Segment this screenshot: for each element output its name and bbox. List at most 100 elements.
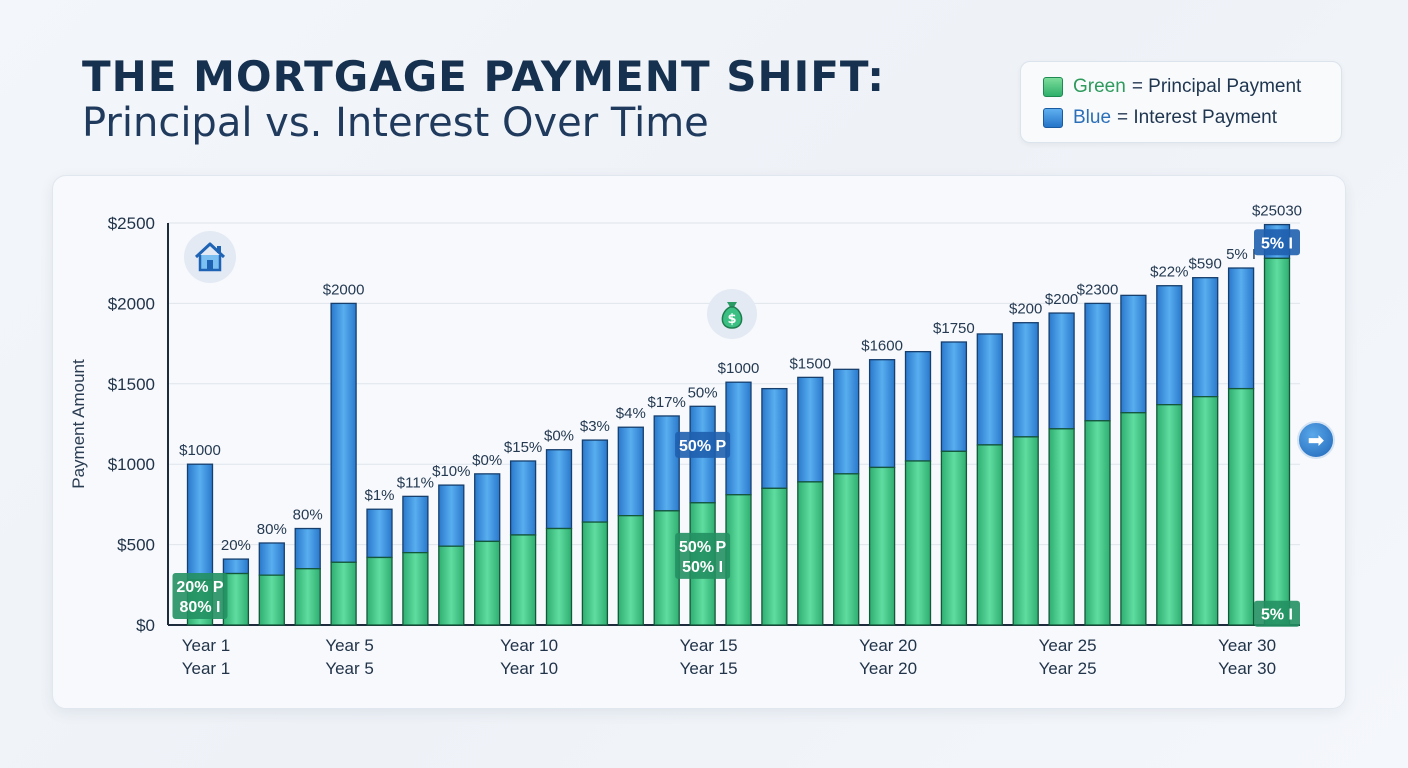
interest-bar bbox=[1227, 267, 1255, 390]
data-label: $1000 bbox=[718, 360, 760, 377]
interest-bar bbox=[186, 463, 214, 581]
interest-bar bbox=[509, 460, 537, 536]
data-label: $1% bbox=[364, 487, 394, 504]
principal-bar bbox=[1263, 257, 1291, 626]
interest-bar bbox=[1012, 322, 1039, 438]
principal-bar bbox=[581, 521, 609, 626]
interest-bar bbox=[474, 473, 501, 543]
inner-label-box bbox=[172, 573, 228, 620]
y-tick-label: $500 bbox=[117, 536, 155, 555]
data-label: $17% bbox=[648, 394, 686, 411]
interest-bar bbox=[797, 376, 824, 483]
principal-bar bbox=[402, 551, 429, 626]
interest-bar bbox=[294, 527, 321, 570]
inner-label: 5% I bbox=[1261, 607, 1293, 624]
interest-bar bbox=[940, 341, 968, 452]
interest-bar bbox=[1048, 312, 1075, 430]
data-label: 80% bbox=[257, 521, 287, 538]
interest-bar bbox=[976, 333, 1003, 446]
principal-bar bbox=[653, 510, 680, 626]
principal-bar bbox=[222, 572, 250, 626]
data-label: $1750 bbox=[933, 320, 975, 337]
data-label: $0% bbox=[472, 452, 502, 469]
interest-bar bbox=[868, 359, 896, 469]
inner-label-box bbox=[675, 431, 731, 458]
x-tick-label: Year 5 bbox=[325, 636, 374, 655]
data-label: $200 bbox=[1009, 301, 1042, 318]
house-icon bbox=[184, 231, 236, 283]
y-tick-label: $1000 bbox=[108, 455, 155, 474]
principal-bar bbox=[474, 540, 501, 626]
legend: Green = Principal Payment Blue = Interes… bbox=[1020, 61, 1342, 143]
interest-bar bbox=[581, 439, 609, 523]
principal-bar bbox=[438, 545, 465, 626]
inner-label-box bbox=[1254, 229, 1300, 256]
data-label: 80% bbox=[293, 507, 323, 524]
principal-bar bbox=[545, 527, 573, 626]
arrow-right-icon: ➡ bbox=[1307, 429, 1325, 452]
data-label: $22% bbox=[1150, 264, 1188, 281]
inner-label: 20% P bbox=[176, 579, 223, 596]
x-tick-label: Year 30 bbox=[1218, 659, 1276, 678]
data-label: 5% I bbox=[1226, 246, 1256, 263]
data-label: $11% bbox=[397, 474, 434, 491]
legend-blue-text: = Interest Payment bbox=[1117, 107, 1278, 128]
data-label: 50% bbox=[688, 384, 718, 401]
interest-bar bbox=[653, 415, 680, 512]
interest-bar bbox=[402, 495, 429, 554]
interest-bar bbox=[1156, 285, 1183, 406]
y-axis-label: Payment Amount bbox=[69, 359, 88, 489]
x-tick-label: Year 1 bbox=[182, 636, 231, 655]
chart-title: THE MORTGAGE PAYMENT SHIFT: bbox=[82, 52, 886, 101]
principal-bar bbox=[330, 561, 357, 626]
principal-bar bbox=[940, 450, 968, 626]
interest-bar bbox=[438, 484, 465, 547]
interest-bar bbox=[617, 426, 644, 517]
y-tick-label: $1500 bbox=[108, 375, 155, 394]
principal-bar bbox=[1227, 387, 1255, 626]
next-arrow-button[interactable]: ➡ bbox=[1297, 421, 1335, 459]
y-tick-label: $2500 bbox=[108, 214, 155, 233]
principal-bar bbox=[1192, 396, 1219, 626]
principal-bar bbox=[1084, 420, 1111, 626]
principal-bar bbox=[294, 568, 321, 626]
principal-bar bbox=[1048, 428, 1075, 626]
y-tick-label: $2000 bbox=[108, 294, 155, 313]
x-tick-label: Year 20 bbox=[859, 659, 917, 678]
data-label: $0% bbox=[544, 428, 574, 445]
data-label: $1600 bbox=[861, 338, 903, 355]
interest-bar bbox=[366, 508, 393, 559]
inner-label: 50% P bbox=[679, 438, 726, 455]
inner-label: 80% I bbox=[180, 599, 221, 616]
inner-label: 50% I bbox=[682, 559, 723, 576]
x-tick-label: Year 10 bbox=[500, 659, 558, 678]
principal-bar bbox=[1120, 412, 1147, 626]
principal-bar bbox=[976, 444, 1003, 626]
principal-bar bbox=[509, 534, 537, 626]
x-tick-label: Year 30 bbox=[1218, 636, 1276, 655]
principal-bar bbox=[1012, 436, 1039, 626]
data-label: $10% bbox=[432, 463, 470, 480]
interest-bar bbox=[833, 368, 860, 475]
inner-label-box bbox=[675, 532, 731, 579]
x-tick-label: Year 25 bbox=[1039, 636, 1097, 655]
principal-bar bbox=[366, 556, 393, 626]
data-label: $1000 bbox=[179, 442, 221, 459]
interest-bar bbox=[761, 387, 788, 489]
legend-blue-word: Blue bbox=[1073, 107, 1112, 128]
data-label: $2300 bbox=[1077, 281, 1119, 298]
chart-subtitle: Principal vs. Interest Over Time bbox=[82, 100, 709, 146]
principal-bar bbox=[725, 494, 752, 626]
inner-label-box bbox=[1254, 600, 1300, 627]
data-label: $590 bbox=[1189, 256, 1222, 273]
legend-green-word: Green bbox=[1073, 76, 1126, 97]
interest-bar bbox=[1084, 302, 1111, 422]
interest-bar bbox=[545, 449, 573, 530]
data-label: 20% bbox=[221, 537, 251, 554]
x-tick-label: Year 15 bbox=[680, 659, 738, 678]
x-tick-label: Year 15 bbox=[680, 636, 738, 655]
data-label: $25030 bbox=[1252, 203, 1302, 220]
x-tick-label: Year 25 bbox=[1039, 659, 1097, 678]
data-label: $4% bbox=[616, 405, 646, 422]
